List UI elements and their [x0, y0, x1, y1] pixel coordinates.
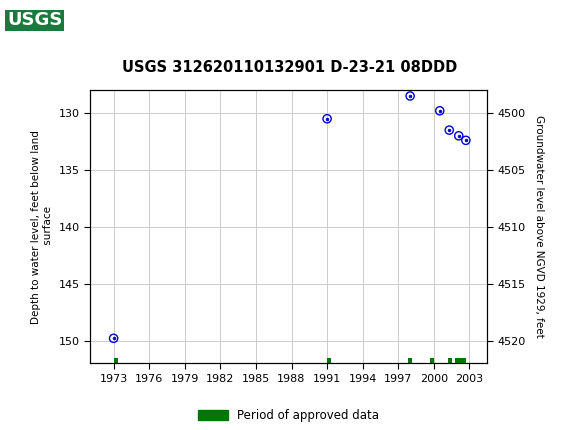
- Bar: [408, 359, 412, 363]
- Point: [322, 115, 332, 122]
- Bar: [114, 359, 118, 363]
- Y-axis label: Depth to water level, feet below land
 surface: Depth to water level, feet below land su…: [31, 130, 53, 324]
- Text: USGS 312620110132901 D-23-21 08DDD: USGS 312620110132901 D-23-21 08DDD: [122, 60, 458, 75]
- Legend: Period of approved data: Period of approved data: [193, 405, 384, 427]
- Point: [322, 115, 332, 122]
- Point: [405, 92, 415, 99]
- Text: USGS: USGS: [7, 12, 62, 29]
- Point: [435, 108, 444, 114]
- Point: [445, 127, 454, 134]
- Point: [405, 92, 415, 99]
- Y-axis label: Groundwater level above NGVD 1929, feet: Groundwater level above NGVD 1929, feet: [534, 115, 544, 338]
- Point: [454, 132, 463, 139]
- Bar: [455, 359, 466, 363]
- Point: [461, 137, 470, 144]
- Point: [435, 108, 444, 114]
- Bar: [327, 359, 331, 363]
- Point: [109, 335, 118, 342]
- Bar: [448, 359, 452, 363]
- Point: [109, 335, 118, 342]
- Bar: [430, 359, 434, 363]
- Point: [461, 137, 470, 144]
- Point: [445, 127, 454, 134]
- Point: [454, 132, 463, 139]
